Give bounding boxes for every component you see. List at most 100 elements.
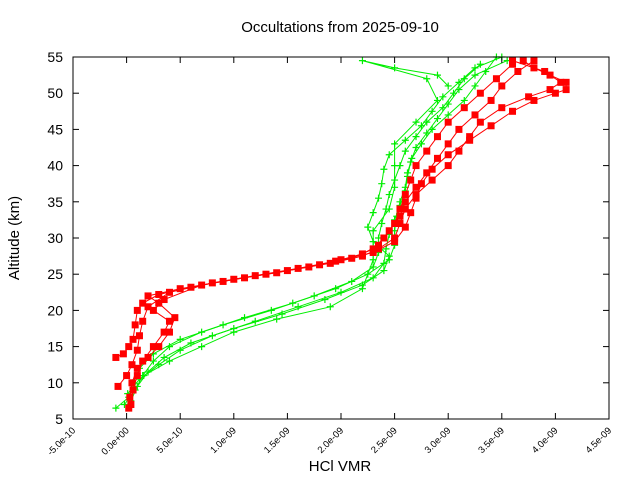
plus-marker [412, 144, 420, 151]
plus-marker [391, 140, 399, 148]
plus-marker [391, 64, 399, 72]
square-marker [283, 267, 291, 275]
square-marker [476, 89, 484, 97]
plus-marker [332, 285, 340, 293]
plus-marker [471, 71, 479, 79]
square-marker [155, 290, 163, 298]
square-marker [407, 209, 415, 217]
plus-marker [321, 296, 329, 304]
square-marker [423, 147, 431, 155]
plus-marker [112, 404, 120, 412]
plus-marker [165, 343, 173, 351]
square-marker [139, 299, 147, 307]
square-marker [444, 118, 452, 126]
plus-marker [444, 100, 452, 108]
plus-marker [289, 299, 297, 307]
plus-marker [294, 303, 302, 311]
plus-marker [439, 93, 447, 101]
y-tick-label: 30 [47, 230, 63, 246]
square-marker [428, 176, 436, 184]
plus-marker [160, 353, 168, 361]
square-marker [407, 176, 415, 184]
y-tick-label: 40 [47, 158, 63, 174]
square-marker [375, 241, 383, 249]
square-marker [133, 372, 141, 380]
square-marker [391, 234, 399, 242]
plus-marker [380, 165, 388, 173]
x-axis-label: HCl VMR [309, 458, 372, 475]
plus-marker [423, 129, 431, 137]
plus-marker [391, 183, 399, 191]
square-marker [514, 67, 522, 75]
square-marker [114, 382, 122, 390]
y-tick-label: 15 [47, 339, 63, 355]
square-marker [412, 183, 420, 191]
square-marker [165, 328, 173, 336]
y-tick-label: 55 [47, 49, 63, 65]
square-marker [144, 292, 152, 300]
plus-marker [385, 151, 393, 159]
plus-marker [375, 194, 383, 202]
plus-marker [326, 303, 334, 311]
plus-marker [273, 315, 281, 323]
plus-marker [140, 372, 148, 380]
plus-marker [471, 64, 479, 72]
square-marker [396, 212, 404, 220]
square-marker [433, 154, 441, 162]
plus-marker [149, 357, 157, 365]
plus-marker [423, 75, 431, 83]
square-marker [198, 281, 206, 289]
square-marker [541, 67, 549, 75]
square-marker [509, 60, 517, 68]
square-marker [369, 245, 377, 253]
square-marker [358, 252, 366, 260]
square-marker [391, 238, 399, 246]
square-marker [487, 122, 495, 130]
square-marker [471, 111, 479, 119]
square-marker [176, 285, 184, 293]
green-profile-series [140, 57, 452, 380]
square-marker [557, 78, 565, 86]
square-marker [401, 191, 409, 199]
red-profile-series [127, 57, 565, 409]
square-marker [133, 364, 141, 372]
square-marker [423, 169, 431, 177]
plus-marker [369, 227, 377, 235]
square-marker [546, 86, 554, 94]
square-marker [135, 332, 143, 340]
square-marker [160, 296, 168, 304]
plus-marker [460, 75, 468, 83]
square-marker [241, 274, 249, 282]
plus-marker [433, 115, 441, 123]
plus-marker [380, 259, 388, 267]
square-marker [369, 248, 377, 256]
plus-marker [412, 133, 420, 141]
y-tick-label: 45 [47, 121, 63, 137]
plus-marker [369, 209, 377, 217]
plus-marker [378, 220, 386, 228]
square-marker [165, 317, 173, 325]
square-marker [125, 404, 133, 412]
square-marker [144, 303, 152, 311]
y-tick-label: 25 [47, 266, 63, 282]
plus-marker [278, 310, 286, 318]
square-marker [466, 133, 474, 141]
y-axis-label: Altitude (km) [6, 196, 23, 280]
plus-marker [358, 57, 366, 65]
square-marker [396, 205, 404, 213]
square-marker [428, 165, 436, 173]
plus-marker [412, 118, 420, 126]
square-marker [525, 93, 533, 101]
square-marker [562, 86, 570, 94]
square-marker [139, 357, 147, 365]
plus-marker [208, 332, 216, 340]
plus-marker [337, 288, 345, 296]
square-marker [155, 343, 163, 351]
plus-marker [391, 162, 399, 170]
square-marker [375, 245, 383, 253]
plus-marker [380, 267, 388, 275]
y-tick-label: 50 [47, 85, 63, 101]
square-marker [149, 306, 157, 314]
